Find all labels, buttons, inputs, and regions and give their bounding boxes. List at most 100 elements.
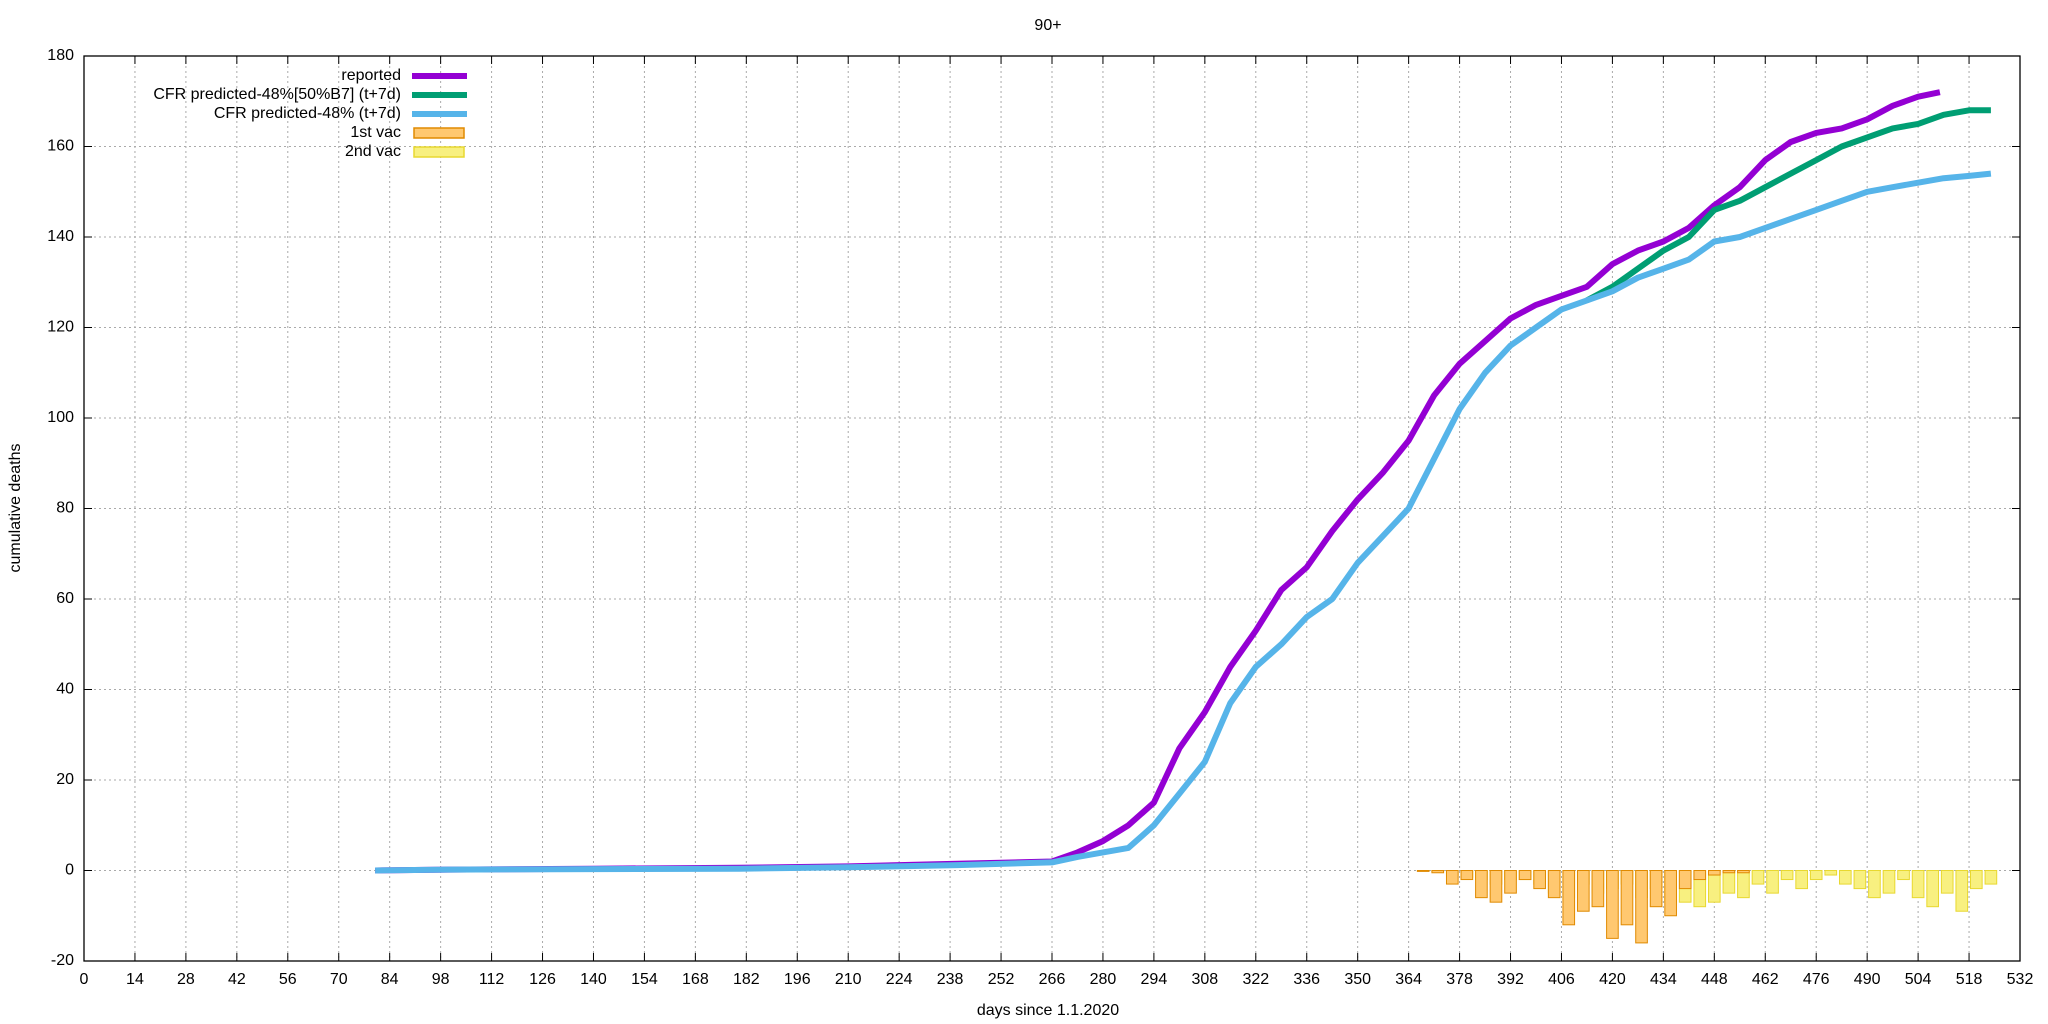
x-tick-label: 266 xyxy=(1039,971,1066,988)
x-tick-label: 238 xyxy=(937,971,964,988)
bar xyxy=(1635,870,1648,944)
legend-swatch xyxy=(413,127,465,139)
line xyxy=(375,170,1992,874)
x-tick-label: 476 xyxy=(1803,971,1830,988)
y-tick-label: -20 xyxy=(51,952,74,969)
x-tick-label: 392 xyxy=(1497,971,1524,988)
x-tick-label: 28 xyxy=(177,971,195,988)
legend-label: 1st vac xyxy=(350,124,401,141)
bar xyxy=(1737,870,1750,899)
bar xyxy=(1547,870,1561,899)
legend-label: 2nd vac xyxy=(345,143,401,160)
y-tick-label: 160 xyxy=(47,138,74,155)
bar xyxy=(1722,870,1736,894)
y-tick-label: 60 xyxy=(56,590,74,607)
bar xyxy=(1620,870,1634,926)
bar xyxy=(1780,870,1794,881)
x-tick-label: 280 xyxy=(1090,971,1117,988)
y-tick-label: 100 xyxy=(47,409,74,426)
y-tick-label: 0 xyxy=(65,862,74,879)
x-tick-label: 462 xyxy=(1752,971,1779,988)
bar xyxy=(1649,870,1663,908)
bar xyxy=(1475,870,1488,899)
bar xyxy=(1795,870,1808,890)
x-tick-label: 126 xyxy=(529,971,556,988)
legend-label: reported xyxy=(341,67,401,84)
legend-label: CFR predicted-48% (t+7d) xyxy=(214,105,401,122)
bar xyxy=(1576,870,1590,912)
bar xyxy=(1984,870,1998,885)
x-tick-label: 84 xyxy=(381,971,399,988)
y-tick-label: 180 xyxy=(47,47,74,64)
x-tick-label: 448 xyxy=(1701,971,1728,988)
y-axis-label: cumulative deaths xyxy=(7,444,24,573)
bar xyxy=(1926,870,1939,908)
x-tick-label: 308 xyxy=(1191,971,1218,988)
x-tick-label: 406 xyxy=(1548,971,1575,988)
bar xyxy=(1955,870,1969,912)
bar xyxy=(1533,870,1546,890)
bar xyxy=(1518,870,1532,881)
bar xyxy=(1809,870,1823,881)
x-tick-label: 112 xyxy=(479,971,505,988)
bar xyxy=(1693,870,1707,881)
x-tick-label: 336 xyxy=(1293,971,1320,988)
x-tick-label: 154 xyxy=(631,971,658,988)
x-tick-label: 294 xyxy=(1141,971,1168,988)
y-tick-label: 40 xyxy=(56,681,74,698)
x-tick-label: 0 xyxy=(80,971,89,988)
y-tick-label: 80 xyxy=(56,500,74,517)
bar xyxy=(1664,870,1677,917)
bar xyxy=(1751,870,1765,885)
x-tick-label: 98 xyxy=(432,971,450,988)
bar xyxy=(1562,870,1576,926)
bar xyxy=(1911,870,1925,899)
bar xyxy=(1737,870,1750,874)
bar xyxy=(1591,870,1605,908)
plot-frame xyxy=(83,55,2021,962)
bar xyxy=(1940,870,1954,894)
x-tick-label: 182 xyxy=(733,971,760,988)
x-tick-label: 420 xyxy=(1599,971,1626,988)
x-tick-label: 224 xyxy=(886,971,913,988)
bar xyxy=(1606,870,1619,939)
x-tick-label: 252 xyxy=(988,971,1015,988)
x-tick-label: 490 xyxy=(1854,971,1881,988)
bar xyxy=(1868,870,1881,899)
bar xyxy=(1678,870,1692,890)
y-tick-label: 140 xyxy=(47,228,74,245)
chart-title: 90+ xyxy=(1034,17,1061,34)
x-tick-label: 140 xyxy=(580,971,607,988)
x-tick-label: 532 xyxy=(2007,971,2034,988)
x-axis-label: days since 1.1.2020 xyxy=(977,1002,1119,1019)
bar xyxy=(1707,870,1721,876)
legend-swatch xyxy=(413,146,465,158)
x-tick-label: 210 xyxy=(835,971,862,988)
y-tick-label: 20 xyxy=(56,771,74,788)
x-tick-label: 518 xyxy=(1956,971,1983,988)
x-tick-label: 14 xyxy=(126,971,144,988)
x-tick-label: 378 xyxy=(1446,971,1473,988)
bar xyxy=(1431,870,1445,874)
line xyxy=(1585,107,1991,304)
y-tick-label: 120 xyxy=(47,319,74,336)
bar xyxy=(1445,870,1459,885)
x-tick-label: 70 xyxy=(330,971,348,988)
bar xyxy=(1416,870,1430,872)
x-tick-label: 364 xyxy=(1395,971,1422,988)
x-tick-label: 350 xyxy=(1344,971,1371,988)
bar xyxy=(1722,870,1736,874)
x-tick-label: 196 xyxy=(784,971,811,988)
bar xyxy=(1897,870,1910,881)
bar xyxy=(1504,870,1517,894)
bar xyxy=(1839,870,1852,885)
line xyxy=(375,89,1941,874)
x-tick-label: 42 xyxy=(228,971,246,988)
bar xyxy=(1970,870,1983,890)
legend-label: CFR predicted-48%[50%B7] (t+7d) xyxy=(153,86,401,103)
x-tick-label: 322 xyxy=(1242,971,1269,988)
bar xyxy=(1766,870,1779,894)
bar xyxy=(1882,870,1896,894)
x-tick-label: 168 xyxy=(682,971,709,988)
